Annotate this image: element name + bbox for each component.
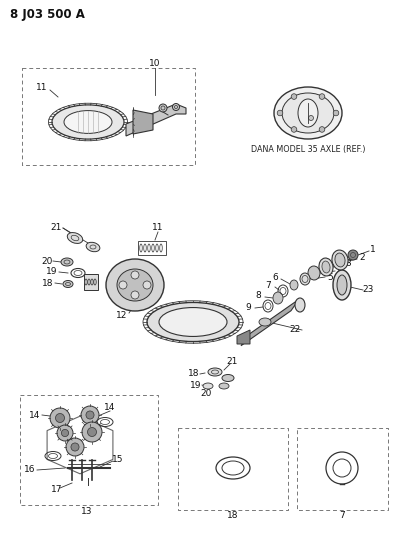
Ellipse shape [91, 279, 93, 285]
Circle shape [56, 414, 64, 423]
Circle shape [71, 443, 79, 451]
Ellipse shape [259, 318, 271, 326]
Ellipse shape [322, 261, 330, 273]
Text: 16: 16 [24, 465, 36, 474]
Text: 10: 10 [149, 60, 161, 69]
Polygon shape [126, 104, 186, 136]
Ellipse shape [295, 298, 305, 312]
Text: 7: 7 [265, 281, 271, 290]
Ellipse shape [106, 259, 164, 311]
Text: 19: 19 [46, 268, 58, 277]
Text: 21: 21 [50, 222, 62, 231]
Circle shape [66, 438, 84, 456]
Circle shape [143, 281, 151, 289]
Ellipse shape [337, 275, 347, 295]
Polygon shape [237, 330, 250, 344]
Ellipse shape [85, 279, 87, 285]
Text: 11: 11 [152, 223, 164, 232]
Circle shape [333, 110, 339, 116]
Circle shape [348, 250, 358, 260]
Ellipse shape [332, 250, 348, 270]
Text: 8: 8 [255, 292, 261, 301]
Text: 8 J03 500 A: 8 J03 500 A [10, 8, 85, 21]
Circle shape [319, 127, 325, 132]
Ellipse shape [203, 383, 213, 389]
Ellipse shape [88, 279, 90, 285]
Ellipse shape [335, 253, 345, 267]
Circle shape [291, 94, 297, 99]
Text: 13: 13 [81, 506, 93, 515]
Polygon shape [133, 110, 153, 134]
Ellipse shape [219, 383, 229, 389]
Ellipse shape [290, 280, 298, 290]
Text: 12: 12 [116, 311, 128, 319]
Circle shape [277, 110, 283, 116]
Ellipse shape [282, 93, 334, 133]
Text: DANA MODEL 35 AXLE (REF.): DANA MODEL 35 AXLE (REF.) [251, 145, 365, 154]
Circle shape [81, 406, 99, 424]
Circle shape [82, 422, 102, 442]
Polygon shape [241, 299, 299, 346]
Text: 2: 2 [359, 254, 365, 262]
Ellipse shape [94, 279, 96, 285]
Ellipse shape [159, 308, 227, 336]
Circle shape [308, 116, 314, 120]
Ellipse shape [147, 302, 239, 342]
Ellipse shape [52, 105, 124, 139]
Text: 9: 9 [245, 303, 251, 312]
Text: 23: 23 [362, 286, 374, 295]
Text: 7: 7 [339, 511, 345, 520]
Ellipse shape [63, 280, 73, 287]
Ellipse shape [67, 232, 83, 244]
Text: 6: 6 [272, 273, 278, 282]
Circle shape [62, 430, 69, 437]
Text: 18: 18 [188, 369, 200, 378]
Text: 14: 14 [29, 410, 41, 419]
Circle shape [319, 94, 325, 99]
Text: 18: 18 [42, 279, 54, 287]
Ellipse shape [298, 99, 318, 127]
Text: 20: 20 [200, 390, 212, 399]
Text: 20: 20 [41, 256, 53, 265]
Ellipse shape [333, 270, 351, 300]
Circle shape [50, 408, 70, 428]
Circle shape [172, 103, 180, 110]
Text: 17: 17 [51, 486, 63, 495]
Ellipse shape [308, 266, 320, 280]
Polygon shape [84, 274, 98, 290]
Circle shape [159, 104, 167, 112]
Circle shape [131, 271, 139, 279]
Circle shape [119, 281, 127, 289]
Ellipse shape [61, 258, 73, 266]
Text: 11: 11 [36, 84, 48, 93]
Text: 4: 4 [337, 265, 343, 274]
Text: 1: 1 [370, 246, 376, 254]
Circle shape [57, 425, 73, 441]
Text: 21: 21 [226, 358, 238, 367]
Ellipse shape [300, 273, 310, 285]
Ellipse shape [86, 243, 100, 252]
Ellipse shape [319, 258, 333, 276]
Text: 18: 18 [227, 511, 239, 520]
Circle shape [86, 411, 94, 419]
Text: 14: 14 [104, 403, 116, 413]
Ellipse shape [274, 87, 342, 139]
Text: 19: 19 [190, 381, 202, 390]
Ellipse shape [273, 292, 283, 304]
Text: 5: 5 [327, 272, 333, 281]
Ellipse shape [64, 111, 112, 133]
Circle shape [131, 291, 139, 299]
Circle shape [88, 427, 96, 437]
Text: 22: 22 [289, 326, 301, 335]
Circle shape [291, 127, 297, 132]
Ellipse shape [117, 269, 153, 301]
Ellipse shape [222, 375, 234, 382]
Ellipse shape [208, 368, 222, 376]
Text: 15: 15 [112, 456, 124, 464]
Text: 3: 3 [345, 259, 351, 268]
